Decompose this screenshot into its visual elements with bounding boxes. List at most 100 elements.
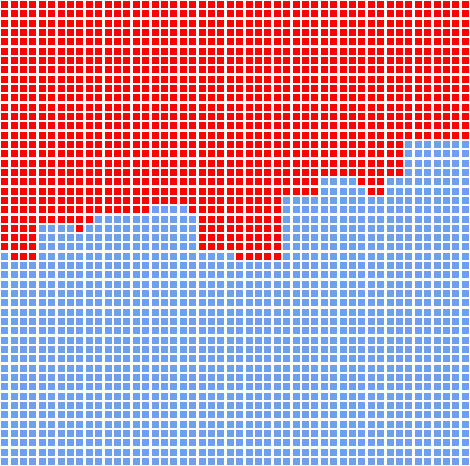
red-cell xyxy=(405,94,412,101)
blue-cell xyxy=(86,346,93,353)
red-cell xyxy=(1,178,8,185)
blue-cell xyxy=(377,290,384,297)
blue-cell xyxy=(452,271,459,278)
red-cell xyxy=(227,243,234,250)
red-cell xyxy=(443,85,450,92)
red-cell xyxy=(114,85,121,92)
blue-cell xyxy=(283,318,290,325)
blue-cell xyxy=(274,374,281,381)
blue-cell xyxy=(377,271,384,278)
blue-cell xyxy=(396,309,403,316)
blue-cell xyxy=(1,449,8,456)
red-cell xyxy=(123,10,130,17)
blue-cell xyxy=(11,421,18,428)
blue-cell xyxy=(67,346,74,353)
red-cell xyxy=(462,132,469,139)
red-cell xyxy=(217,104,224,111)
red-cell xyxy=(199,225,206,232)
red-cell xyxy=(86,178,93,185)
blue-cell xyxy=(114,216,121,223)
red-cell xyxy=(67,141,74,148)
blue-cell xyxy=(434,253,441,260)
blue-cell xyxy=(443,411,450,418)
red-cell xyxy=(217,141,224,148)
red-cell xyxy=(133,160,140,167)
red-cell xyxy=(452,132,459,139)
blue-cell xyxy=(86,234,93,241)
red-cell xyxy=(236,132,243,139)
red-cell xyxy=(180,178,187,185)
blue-cell xyxy=(358,271,365,278)
blue-cell xyxy=(330,216,337,223)
blue-cell xyxy=(180,281,187,288)
red-cell xyxy=(170,94,177,101)
blue-cell xyxy=(170,383,177,390)
blue-cell xyxy=(39,243,46,250)
red-cell xyxy=(105,160,112,167)
blue-cell xyxy=(142,281,149,288)
blue-cell xyxy=(199,365,206,372)
blue-cell xyxy=(39,271,46,278)
red-cell xyxy=(152,160,159,167)
red-cell xyxy=(264,113,271,120)
red-cell xyxy=(340,150,347,157)
red-cell xyxy=(293,178,300,185)
blue-cell xyxy=(358,449,365,456)
blue-cell xyxy=(424,355,431,362)
red-cell xyxy=(340,132,347,139)
blue-cell xyxy=(114,262,121,269)
blue-cell xyxy=(434,206,441,213)
red-cell xyxy=(199,122,206,129)
blue-cell xyxy=(227,411,234,418)
blue-cell xyxy=(86,309,93,316)
blue-cell xyxy=(189,449,196,456)
red-cell xyxy=(311,141,318,148)
red-cell xyxy=(330,57,337,64)
blue-cell xyxy=(377,299,384,306)
blue-cell xyxy=(293,327,300,334)
blue-cell xyxy=(349,206,356,213)
blue-cell xyxy=(368,337,375,344)
blue-cell xyxy=(424,346,431,353)
blue-cell xyxy=(405,393,412,400)
blue-cell xyxy=(434,299,441,306)
red-cell xyxy=(199,48,206,55)
blue-cell xyxy=(123,271,130,278)
blue-cell xyxy=(452,197,459,204)
blue-cell xyxy=(29,281,36,288)
blue-cell xyxy=(396,206,403,213)
red-cell xyxy=(105,169,112,176)
blue-cell xyxy=(405,253,412,260)
blue-cell xyxy=(236,318,243,325)
blue-cell xyxy=(293,355,300,362)
blue-cell xyxy=(67,421,74,428)
red-cell xyxy=(255,132,262,139)
red-cell xyxy=(368,169,375,176)
red-cell xyxy=(20,169,27,176)
red-cell xyxy=(217,85,224,92)
red-cell xyxy=(227,57,234,64)
blue-cell xyxy=(264,449,271,456)
blue-cell xyxy=(227,374,234,381)
blue-cell xyxy=(246,383,253,390)
red-cell xyxy=(264,141,271,148)
blue-cell xyxy=(330,383,337,390)
blue-cell xyxy=(208,393,215,400)
red-cell xyxy=(217,113,224,120)
red-cell xyxy=(340,169,347,176)
blue-cell xyxy=(95,290,102,297)
red-cell xyxy=(311,10,318,17)
blue-cell xyxy=(405,262,412,269)
red-cell xyxy=(142,66,149,73)
red-cell xyxy=(123,29,130,36)
red-cell xyxy=(358,141,365,148)
red-cell xyxy=(11,188,18,195)
red-cell xyxy=(20,104,27,111)
blue-cell xyxy=(255,374,262,381)
blue-cell xyxy=(161,439,168,446)
red-cell xyxy=(180,113,187,120)
red-cell xyxy=(387,113,394,120)
red-cell xyxy=(283,66,290,73)
blue-cell xyxy=(180,411,187,418)
blue-cell xyxy=(302,271,309,278)
